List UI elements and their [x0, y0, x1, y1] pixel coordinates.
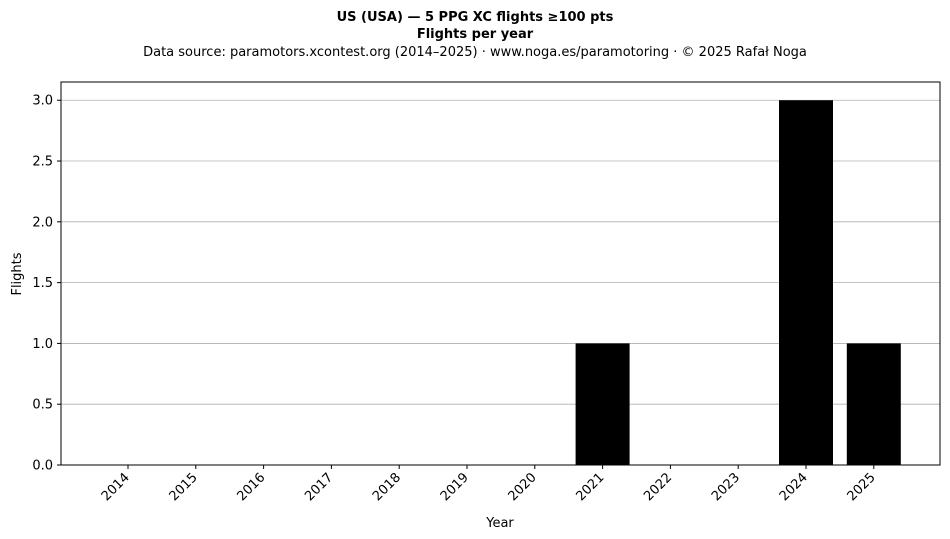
x-tick-label: 2024 [777, 470, 811, 504]
x-tick-label: 2022 [641, 470, 675, 504]
x-tick-label: 2017 [302, 470, 336, 504]
chart-source-note: Data source: paramotors.xcontest.org (20… [143, 45, 807, 60]
y-tick-label: 1.5 [32, 276, 53, 291]
x-tick-label: 2023 [709, 470, 743, 504]
x-tick-label: 2025 [845, 470, 879, 504]
chart-title: US (USA) — 5 PPG XC flights ≥100 pts [337, 10, 614, 25]
y-tick-label: 1.0 [32, 337, 53, 352]
grid-lines [61, 99, 940, 466]
x-axis-ticks: 2014 2015 2016 2017 2018 2019 2020 2021 2022 2023… [99, 465, 879, 504]
bar-2024 [779, 100, 833, 465]
plot-area-frame [60, 81, 941, 466]
bar-2021 [575, 343, 630, 465]
bars [575, 100, 901, 465]
x-tick-label: 2016 [234, 470, 268, 504]
y-tick-label: 0.0 [32, 459, 53, 474]
x-tick-label: 2020 [506, 470, 540, 504]
x-tick-label: 2015 [167, 470, 201, 504]
chart-subtitle: Flights per year [417, 27, 534, 42]
y-tick-label: 2.0 [32, 215, 53, 230]
x-axis-label: Year [485, 516, 514, 531]
y-tick-label: 0.5 [32, 398, 53, 413]
y-axis-ticks: 0.0 0.5 1.0 1.5 2.0 2.5 3.0 [32, 94, 61, 474]
x-tick-label: 2019 [438, 470, 472, 504]
x-tick-label: 2014 [99, 470, 133, 504]
y-tick-label: 2.5 [32, 155, 53, 170]
x-tick-label: 2021 [573, 470, 607, 504]
y-tick-label: 3.0 [32, 94, 53, 109]
bar-2025 [846, 343, 901, 465]
x-tick-label: 2018 [370, 470, 404, 504]
y-axis-label: Flights [10, 252, 25, 295]
